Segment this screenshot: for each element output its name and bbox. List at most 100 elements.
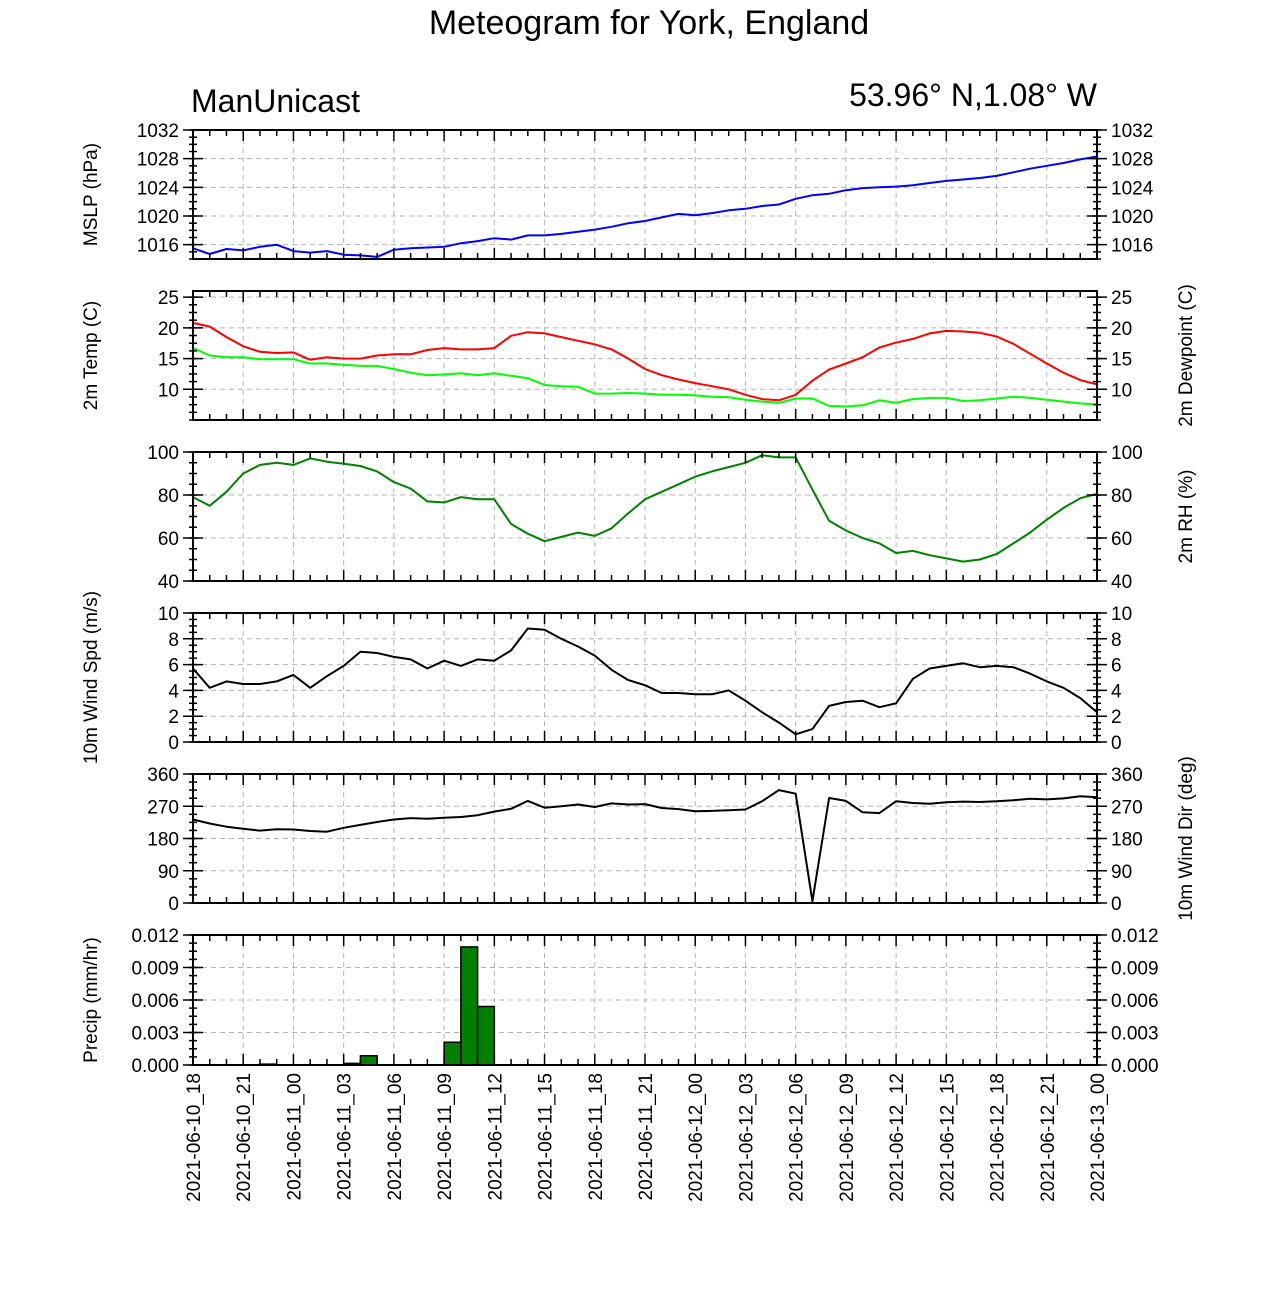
y-tick-label-left: 40 xyxy=(158,572,179,593)
precip-bar xyxy=(476,1005,496,1066)
y-axis-label-left: 2m Temp (C) xyxy=(81,301,102,410)
panel-1: 1016 1016 1020 1020 1024 1024 1028 1028 1032 1032… xyxy=(81,121,1154,260)
y-tick-label-right: 80 xyxy=(1111,486,1132,507)
panel-3: 40 40 60 60 80 80 100 100 2m RH (%) xyxy=(147,443,1197,593)
series-line-2 xyxy=(192,347,1098,408)
series-line-1 xyxy=(192,627,1098,736)
y-tick-label-right: 90 xyxy=(1111,862,1132,883)
y-tick-label-left: 0.006 xyxy=(131,991,179,1012)
panel-5: 0 0 90 90 180 180 270 270 360 360 10m Wind Dir (de… xyxy=(147,756,1197,921)
chart-title: Meteogram for York, England xyxy=(429,4,869,42)
y-tick-label-right: 2 xyxy=(1111,707,1122,728)
x-tick-label: 2021-06-11_18 xyxy=(586,1073,607,1200)
y-tick-label-left: 100 xyxy=(147,443,179,464)
precip-bar xyxy=(443,1041,462,1066)
y-tick-label-right: 1024 xyxy=(1111,178,1154,199)
y-tick-label-right: 10 xyxy=(1111,380,1132,401)
panel-6: 0.000 0.000 0.003 0.003 0.006 0.006 0.009 0.009… xyxy=(81,926,1159,1077)
y-tick-label-left: 2 xyxy=(168,707,179,728)
x-tick-label: 2021-06-12_06 xyxy=(787,1073,808,1202)
y-tick-label-left: 80 xyxy=(158,486,179,507)
y-tick-label-right: 0.003 xyxy=(1111,1024,1159,1045)
y-tick-label-right: 180 xyxy=(1111,830,1143,851)
y-tick-label-left: 10 xyxy=(158,380,179,401)
y-tick-label-right: 100 xyxy=(1111,443,1143,464)
y-tick-label-left: 1020 xyxy=(137,207,179,228)
y-tick-label-left: 0.009 xyxy=(131,959,179,980)
y-tick-label-left: 0.003 xyxy=(131,1024,179,1045)
y-axis-label-right: 2m Dewpoint (C) xyxy=(1176,284,1197,427)
y-tick-label-left: 0 xyxy=(168,894,179,915)
y-tick-label-right: 0.009 xyxy=(1111,959,1159,980)
y-tick-label-right: 20 xyxy=(1111,319,1132,340)
panel-2: 10 10 15 15 20 20 25 25 2m Temp (C) 2m Dewpoint (… xyxy=(81,284,1197,427)
y-tick-label-left: 1016 xyxy=(137,236,179,257)
y-axis-label-right: 10m Wind Dir (deg) xyxy=(1176,756,1197,921)
location-label: 53.96° N,1.08° W xyxy=(849,77,1098,113)
model-label: ManUnicast xyxy=(191,83,360,119)
y-tick-label-right: 25 xyxy=(1111,288,1132,309)
y-tick-label-left: 1024 xyxy=(137,178,180,199)
y-tick-label-left: 15 xyxy=(158,350,179,371)
x-tick-label: 2021-06-10_21 xyxy=(234,1073,255,1202)
y-tick-label-right: 360 xyxy=(1111,765,1143,786)
x-tick-label: 2021-06-12_12 xyxy=(887,1073,908,1202)
x-tick-label: 2021-06-11_12 xyxy=(485,1073,506,1200)
y-tick-label-right: 15 xyxy=(1111,350,1132,371)
y-tick-label-left: 90 xyxy=(158,862,179,883)
y-tick-label-right: 60 xyxy=(1111,529,1132,550)
x-tick-label: 2021-06-11_21 xyxy=(636,1073,657,1200)
x-tick-label: 2021-06-12_18 xyxy=(988,1073,1009,1202)
y-axis-label-left: MSLP (hPa) xyxy=(81,143,102,246)
y-tick-label-left: 25 xyxy=(158,288,179,309)
y-tick-label-right: 270 xyxy=(1111,797,1143,818)
y-axis-label-right: 2m RH (%) xyxy=(1176,470,1197,564)
precip-bar xyxy=(460,946,479,1066)
y-tick-label-left: 0.012 xyxy=(131,926,179,947)
y-tick-label-left: 0 xyxy=(168,733,179,754)
x-tick-label: 2021-06-10_18 xyxy=(184,1073,205,1202)
x-tick-label: 2021-06-12_09 xyxy=(837,1073,858,1202)
y-axis-label-left: 10m Wind Spd (m/s) xyxy=(81,591,102,764)
y-tick-label-left: 1028 xyxy=(137,150,179,171)
y-tick-label-right: 1028 xyxy=(1111,150,1153,171)
series-line-1 xyxy=(192,454,1098,563)
y-tick-label-right: 10 xyxy=(1111,604,1132,625)
y-tick-label-right: 6 xyxy=(1111,656,1122,677)
y-tick-label-right: 0.012 xyxy=(1111,926,1159,947)
y-tick-label-left: 270 xyxy=(147,797,179,818)
x-tick-label: 2021-06-12_15 xyxy=(937,1073,958,1202)
x-tick-label: 2021-06-11_00 xyxy=(284,1073,305,1200)
y-tick-label-left: 180 xyxy=(147,830,179,851)
x-tick-label: 2021-06-11_06 xyxy=(385,1073,406,1200)
series-line-1 xyxy=(192,789,1098,903)
panel-4: 0 0 2 2 4 4 6 6 8 8 10 10 10m Wind Spd (m/s) xyxy=(81,591,1132,764)
y-tick-label-left: 20 xyxy=(158,319,179,340)
y-tick-label-right: 4 xyxy=(1111,681,1122,702)
y-tick-label-right: 0.006 xyxy=(1111,991,1159,1012)
y-tick-label-left: 6 xyxy=(168,656,179,677)
y-tick-label-right: 8 xyxy=(1111,630,1122,651)
x-axis: 2021-06-10_18 2021-06-10_21 2021-06-11_00 2… xyxy=(184,1073,1109,1202)
x-tick-label: 2021-06-12_21 xyxy=(1038,1073,1059,1202)
y-tick-label-left: 0.000 xyxy=(131,1056,179,1077)
series-line-1 xyxy=(192,321,1098,402)
x-tick-label: 2021-06-11_09 xyxy=(435,1073,456,1200)
y-axis-label-left: Precip (mm/hr) xyxy=(81,937,102,1063)
x-tick-label: 2021-06-11_15 xyxy=(536,1073,557,1200)
y-tick-label-left: 60 xyxy=(158,529,179,550)
x-tick-label: 2021-06-12_00 xyxy=(686,1073,707,1202)
y-tick-label-left: 4 xyxy=(168,681,179,702)
y-tick-label-right: 0.000 xyxy=(1111,1056,1159,1077)
x-tick-label: 2021-06-13_00 xyxy=(1088,1073,1109,1202)
y-tick-label-right: 1016 xyxy=(1111,236,1153,257)
x-tick-label: 2021-06-12_03 xyxy=(736,1073,757,1202)
y-tick-label-left: 1032 xyxy=(137,121,179,142)
y-tick-label-right: 0 xyxy=(1111,894,1122,915)
y-tick-label-left: 8 xyxy=(168,630,179,651)
y-tick-label-right: 0 xyxy=(1111,733,1122,754)
y-tick-label-left: 10 xyxy=(158,604,179,625)
x-tick-label: 2021-06-11_03 xyxy=(335,1073,356,1200)
